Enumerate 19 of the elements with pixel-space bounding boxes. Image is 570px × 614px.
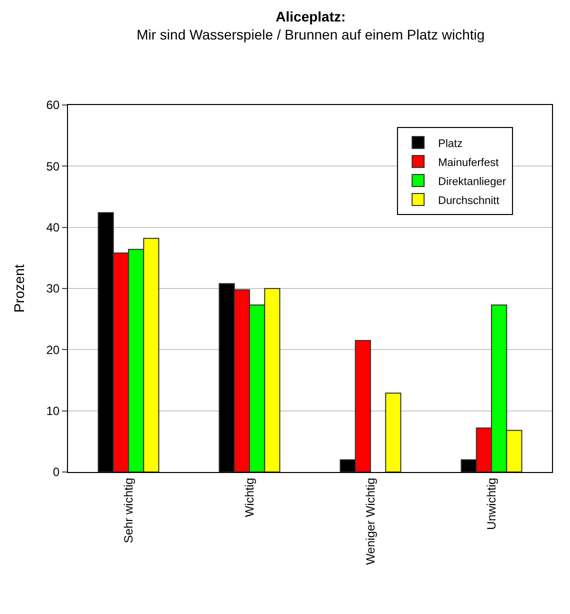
bar [385, 392, 402, 472]
x-tick-label: Unwichtig [484, 478, 498, 530]
legend-label: Durchschnitt [438, 194, 500, 207]
legend-label: Direktanlieger [438, 176, 506, 188]
y-tick-label: 20 [46, 342, 60, 357]
x-tick-label: Wichtig [242, 478, 256, 518]
y-axis-title: Prozent [10, 264, 27, 313]
y-tick-label: 0 [52, 465, 60, 480]
y-tick-label: 30 [46, 282, 60, 296]
x-tick-label: Sehr wichtig [121, 478, 136, 544]
y-tick-label: 40 [46, 220, 60, 235]
chart-title: Aliceplatz: [276, 8, 346, 24]
y-tick-label: 60 [46, 98, 60, 112]
chart-subtitle: Mir sind Wasserspiele / Brunnen auf einem Platz wichtig [136, 26, 485, 43]
y-tick-label: 50 [46, 159, 60, 174]
legend-label: Mainuferfest [438, 156, 499, 169]
x-tick-label: Weniger Wichtig [363, 478, 378, 565]
y-tick-label: 10 [46, 404, 60, 418]
legend-label: Platz [438, 138, 463, 150]
